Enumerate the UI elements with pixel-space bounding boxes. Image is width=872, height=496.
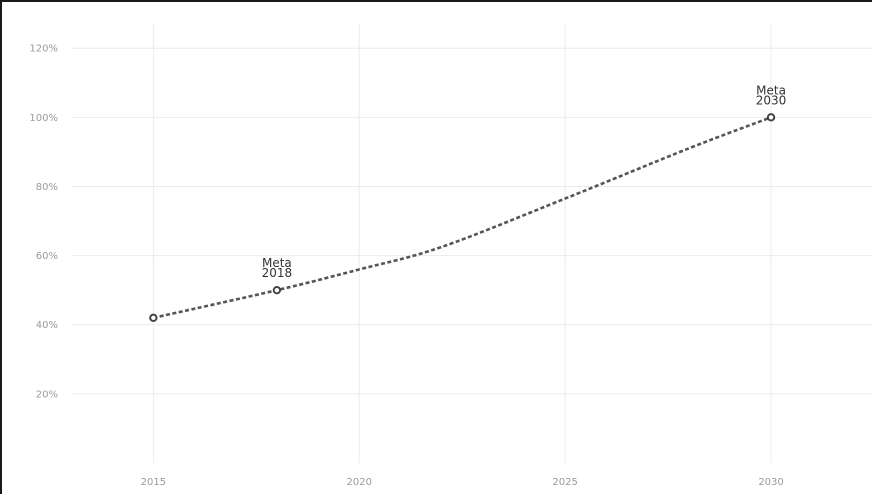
y-tick-label: 100% bbox=[29, 113, 58, 124]
series-line bbox=[153, 116, 772, 320]
axis-layer: 20% 40% 60% 80% 100% 120% 2015 2020 2025 2030 bbox=[29, 44, 783, 488]
y-tick-label: 80% bbox=[36, 182, 58, 193]
y-tick-label: 60% bbox=[36, 251, 58, 262]
annotation-label: 2030 bbox=[756, 93, 787, 107]
annotation-label: Meta bbox=[756, 83, 786, 97]
data-point bbox=[149, 313, 158, 323]
x-tick-label: 2030 bbox=[758, 477, 783, 488]
data-point bbox=[766, 113, 776, 122]
grid-layer bbox=[71, 24, 872, 463]
y-tick-label: 40% bbox=[36, 320, 58, 331]
series-layer bbox=[149, 113, 776, 323]
x-tick-label: 2015 bbox=[141, 477, 166, 488]
annotation-label: 2018 bbox=[262, 266, 293, 280]
data-point bbox=[272, 285, 282, 295]
x-tick-label: 2025 bbox=[552, 477, 577, 488]
annotation-label: Meta bbox=[262, 256, 292, 270]
y-tick-label: 20% bbox=[36, 389, 58, 400]
x-tick-label: 2020 bbox=[347, 477, 372, 488]
y-tick-label: 120% bbox=[29, 44, 58, 55]
